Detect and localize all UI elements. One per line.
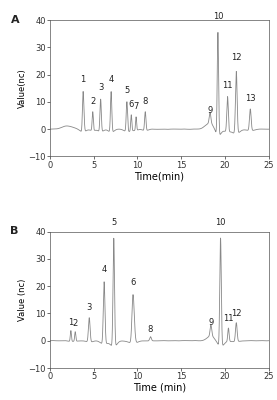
- Text: 6: 6: [129, 100, 134, 109]
- Text: 13: 13: [245, 94, 256, 103]
- Text: 11: 11: [222, 81, 233, 90]
- Text: 11: 11: [223, 314, 234, 323]
- Text: 6: 6: [130, 278, 136, 288]
- Y-axis label: Value (nc): Value (nc): [18, 278, 27, 321]
- Text: 12: 12: [231, 308, 242, 318]
- Text: 4: 4: [101, 265, 107, 274]
- Text: 10: 10: [215, 218, 226, 228]
- Text: 7: 7: [134, 102, 139, 112]
- Text: 1: 1: [68, 318, 73, 327]
- Text: 3: 3: [98, 83, 103, 92]
- Text: 5: 5: [124, 86, 130, 95]
- X-axis label: Time(min): Time(min): [134, 171, 184, 181]
- Text: 2: 2: [73, 320, 78, 328]
- Text: 9: 9: [208, 318, 214, 326]
- Y-axis label: Value(nc): Value(nc): [18, 68, 27, 108]
- Text: 10: 10: [213, 12, 223, 21]
- Text: 12: 12: [231, 53, 242, 62]
- Text: 4: 4: [109, 75, 114, 84]
- Text: 3: 3: [86, 303, 92, 312]
- X-axis label: Time (min): Time (min): [133, 382, 186, 392]
- Text: A: A: [11, 14, 19, 24]
- Text: 8: 8: [148, 325, 153, 334]
- Text: 1: 1: [79, 75, 85, 84]
- Text: 2: 2: [90, 97, 95, 106]
- Text: B: B: [11, 226, 19, 236]
- Text: 8: 8: [143, 97, 148, 106]
- Text: 5: 5: [111, 218, 116, 228]
- Text: 9: 9: [207, 106, 213, 115]
